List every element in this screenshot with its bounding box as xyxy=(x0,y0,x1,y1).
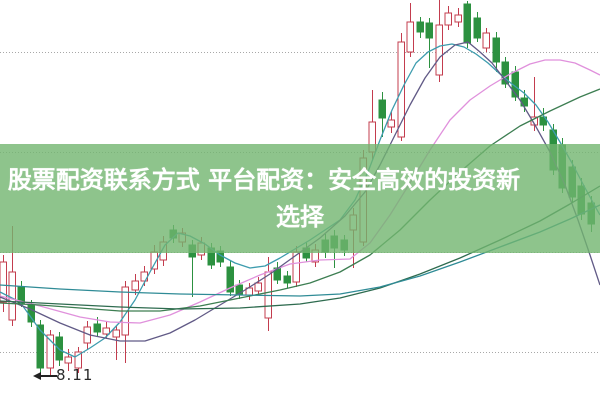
candle xyxy=(387,119,395,128)
price-arrow-head xyxy=(33,372,41,380)
candle xyxy=(131,280,139,291)
candle xyxy=(406,21,414,53)
candle xyxy=(0,261,7,303)
candle xyxy=(8,271,16,321)
candle xyxy=(425,22,433,39)
candle xyxy=(64,356,72,364)
candle xyxy=(36,324,44,369)
headline-line-2: 选择 xyxy=(276,203,324,231)
candle xyxy=(46,334,54,369)
ma-green-mid xyxy=(0,88,600,312)
candle xyxy=(463,3,471,44)
candle xyxy=(93,323,101,333)
candle xyxy=(102,327,110,335)
candle xyxy=(378,99,386,119)
candle xyxy=(473,17,481,39)
candle xyxy=(112,329,120,338)
candle xyxy=(444,12,452,26)
candle xyxy=(283,275,291,284)
candle xyxy=(254,282,262,292)
candle xyxy=(492,37,500,63)
candle xyxy=(435,24,443,76)
candle xyxy=(416,21,424,33)
candle xyxy=(501,61,509,85)
headline-line-1: 股票配资联系方式 平台配资：安全高效的投资新 xyxy=(7,166,521,194)
candle xyxy=(74,351,82,369)
candle xyxy=(520,97,528,107)
headline-banner: 股票配资联系方式 平台配资：安全高效的投资新 选择 xyxy=(0,144,600,253)
price-low-label: 8.11 xyxy=(56,366,94,384)
candle xyxy=(454,14,462,23)
candle xyxy=(482,32,490,49)
candle xyxy=(226,266,234,293)
